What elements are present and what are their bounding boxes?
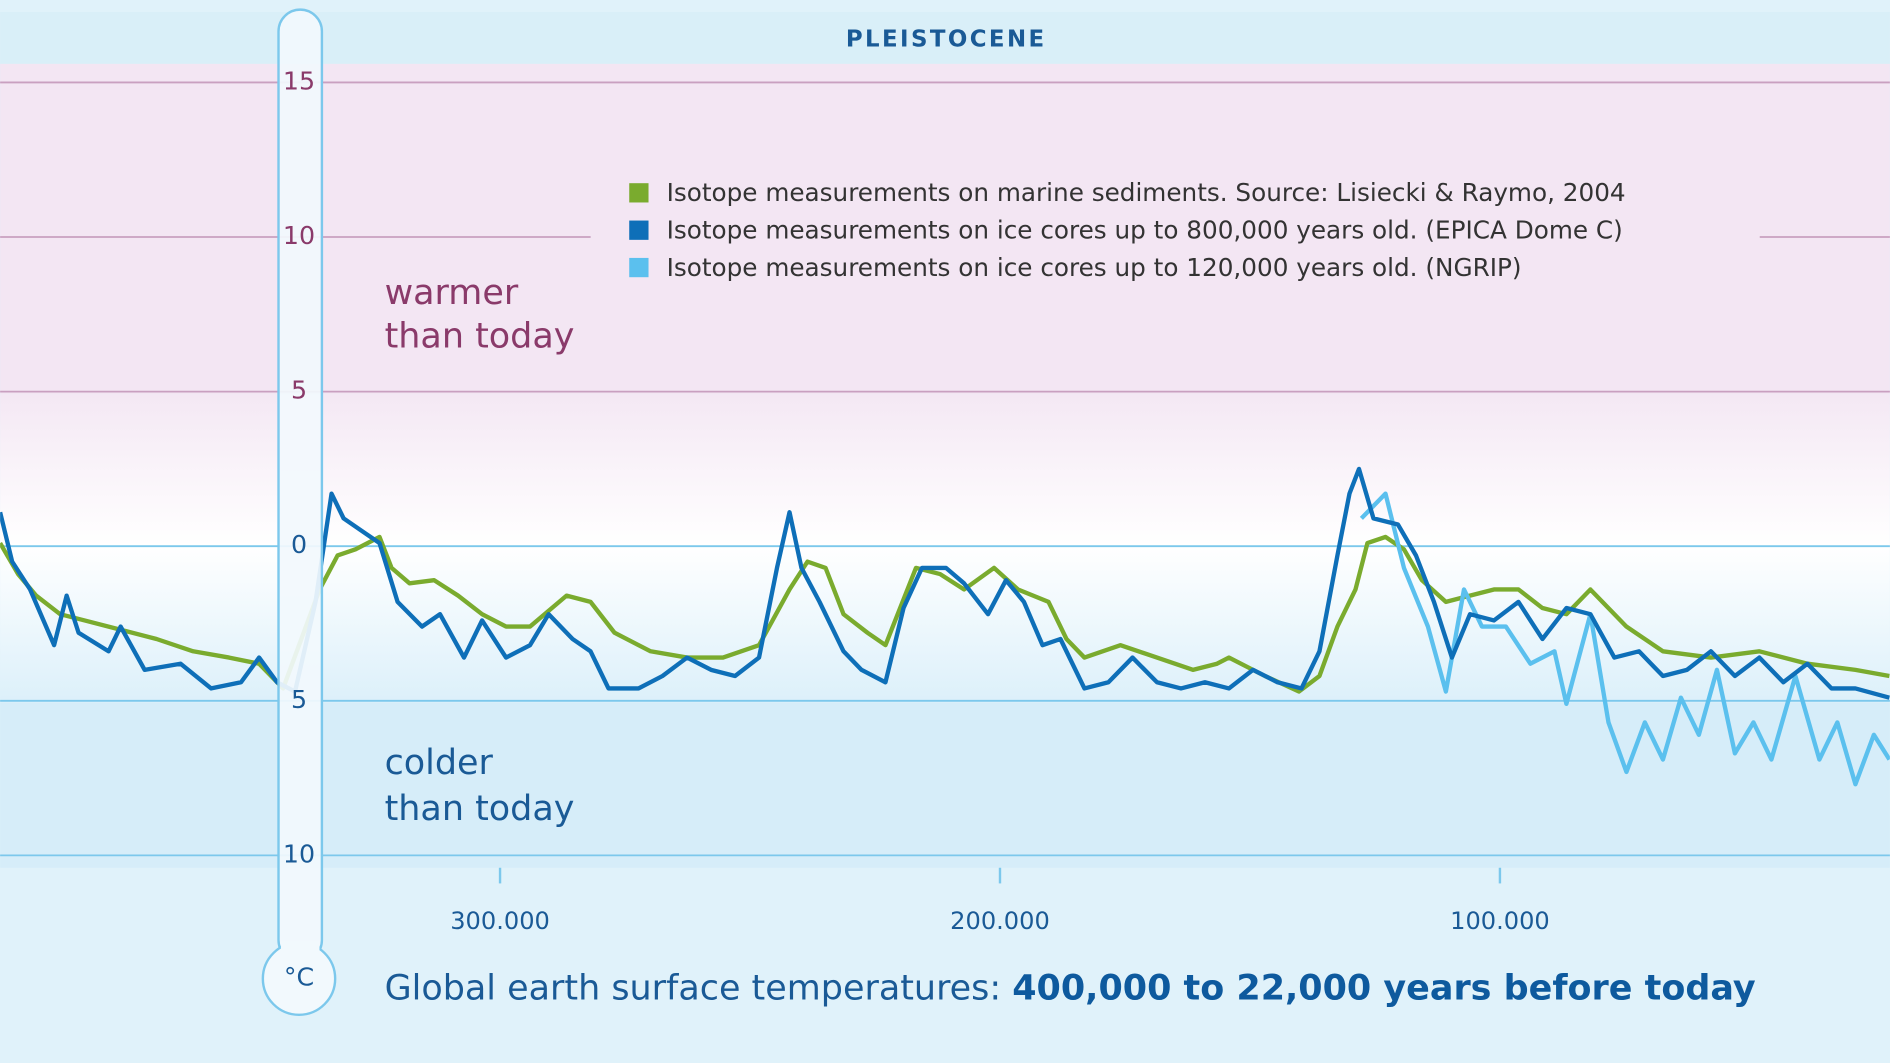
legend-label: Isotope measurements on ice cores up to … (667, 215, 1623, 244)
legend-swatch (629, 220, 649, 240)
annotation-line: than today (385, 789, 575, 829)
y-tick-label: 0 (291, 530, 307, 559)
thermometer-joint (280, 940, 320, 969)
legend-swatch (629, 183, 649, 203)
legend-label: Isotope measurements on ice cores up to … (667, 253, 1522, 282)
thermometer-tube (277, 8, 324, 963)
y-tick-label: 15 (283, 66, 315, 95)
warm-annotation: warmer than today (385, 273, 575, 356)
thermometer: °C (261, 8, 337, 1016)
legend-background (590, 168, 1760, 296)
y-tick-label: 5 (291, 685, 307, 714)
data-line (1359, 491, 1890, 787)
y-unit: °C (284, 963, 314, 992)
data-line (0, 534, 1890, 694)
y-tick-label: 10 (283, 839, 315, 868)
y-tick-label: 10 (283, 221, 315, 250)
annotation-line: warmer (385, 273, 519, 313)
annotation-line: than today (385, 316, 575, 356)
x-tick-label: 200.000 (950, 907, 1050, 935)
annotation-line: colder (385, 743, 494, 783)
chart-title: Global earth surface temperatures: 400,0… (385, 968, 1756, 1008)
x-tick-label: 100.000 (1450, 907, 1550, 935)
epoch-label: PLEISTOCENE (846, 26, 1047, 52)
legend-label: Isotope measurements on marine sediments… (667, 178, 1626, 207)
cold-annotation: colder than today (385, 743, 575, 829)
title-text: Global earth surface temperatures: (385, 968, 1002, 1008)
y-tick-label: 5 (291, 376, 307, 405)
title-emphasis: 400,000 to 22,000 years before today (1012, 968, 1756, 1008)
x-tick-label: 300.000 (450, 907, 550, 935)
legend-swatch (629, 257, 649, 278)
